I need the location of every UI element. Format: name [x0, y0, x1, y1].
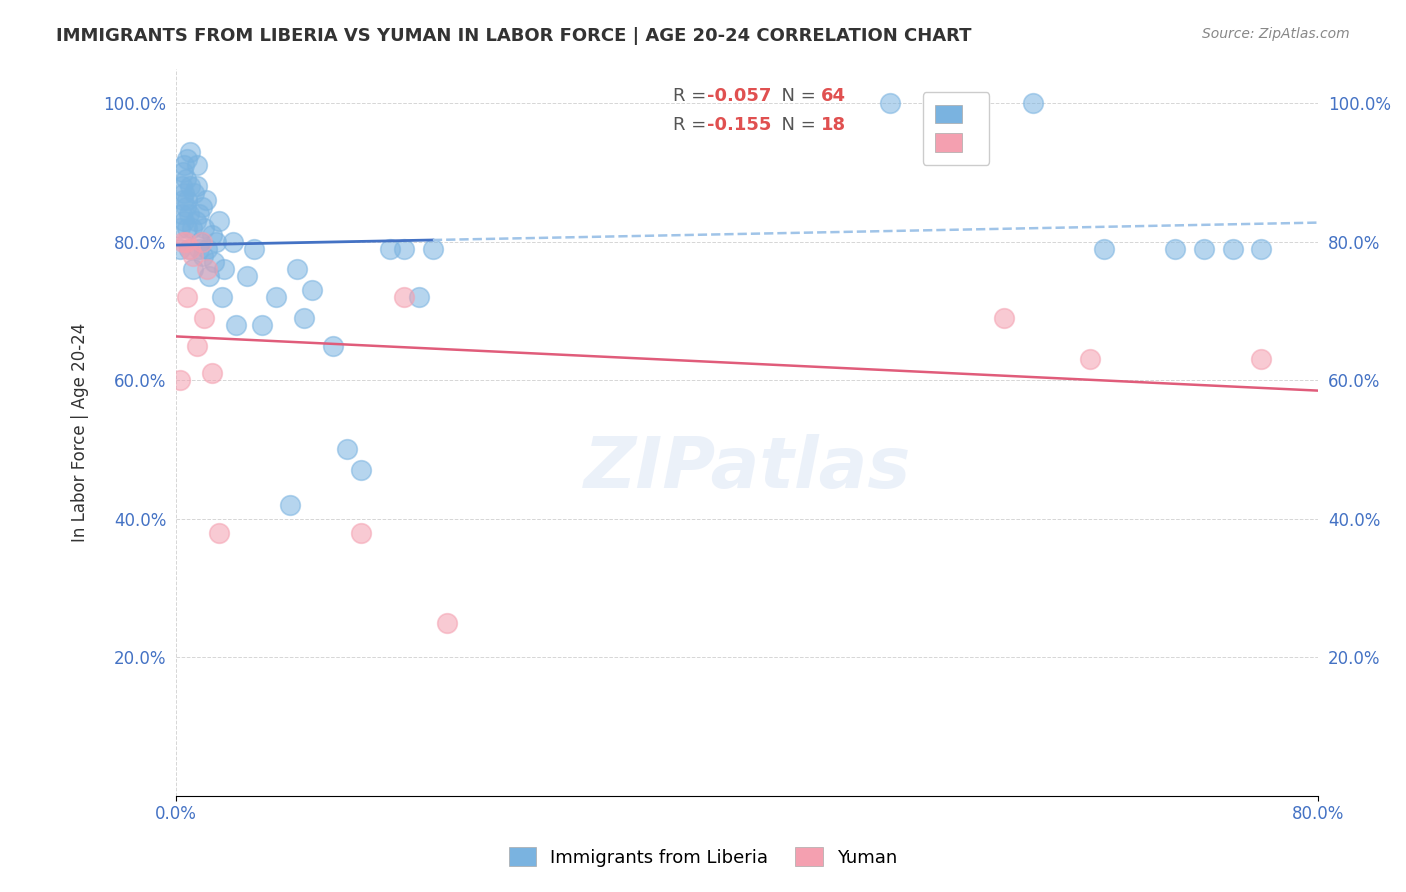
Point [1250, 242, 1272, 256]
Point [170, 179, 193, 194]
Point [422, 242, 444, 256]
Point [190, 200, 212, 214]
Point [193, 220, 215, 235]
Point [378, 242, 401, 256]
Point [1078, 352, 1101, 367]
Point [1021, 96, 1043, 111]
Point [336, 442, 359, 457]
Point [200, 366, 222, 380]
Point [301, 283, 323, 297]
Point [176, 152, 198, 166]
Point [236, 269, 259, 284]
Point [187, 242, 209, 256]
Point [250, 318, 273, 332]
Point [169, 242, 191, 256]
Point [278, 498, 301, 512]
Point [1192, 242, 1215, 256]
Point [179, 242, 201, 256]
Point [879, 96, 901, 111]
Point [180, 220, 202, 235]
Point [1092, 242, 1115, 256]
Point [186, 338, 208, 352]
Point [993, 310, 1015, 325]
Point [1164, 242, 1187, 256]
Text: 18: 18 [821, 116, 846, 135]
Point [179, 179, 201, 194]
Y-axis label: In Labor Force | Age 20-24: In Labor Force | Age 20-24 [72, 323, 89, 541]
Point [177, 207, 200, 221]
Point [169, 373, 191, 387]
Text: R =: R = [673, 116, 717, 135]
Point [205, 235, 228, 249]
Point [197, 269, 219, 284]
Point [436, 615, 458, 630]
Point [214, 262, 236, 277]
Point [394, 242, 416, 256]
Point [177, 242, 200, 256]
Point [172, 193, 194, 207]
Legend: , : , [922, 92, 990, 165]
Point [195, 262, 218, 277]
Text: R =: R = [673, 87, 711, 105]
Text: N =: N = [770, 116, 821, 135]
Point [208, 214, 231, 228]
Point [195, 242, 218, 256]
Text: -0.057: -0.057 [707, 87, 772, 105]
Point [202, 255, 225, 269]
Point [243, 242, 266, 256]
Point [208, 525, 231, 540]
Point [172, 235, 194, 249]
Point [172, 165, 194, 179]
Point [408, 290, 430, 304]
Point [264, 290, 287, 304]
Point [173, 214, 195, 228]
Point [186, 179, 208, 194]
Point [394, 290, 416, 304]
Point [187, 207, 209, 221]
Text: 64: 64 [821, 87, 846, 105]
Point [950, 103, 973, 117]
Point [181, 262, 204, 277]
Point [176, 220, 198, 235]
Legend: Immigrants from Liberia, Yuman: Immigrants from Liberia, Yuman [502, 840, 904, 874]
Point [322, 338, 344, 352]
Point [194, 193, 217, 207]
Text: N =: N = [770, 87, 821, 105]
Point [176, 290, 198, 304]
Point [222, 235, 245, 249]
Point [193, 310, 215, 325]
Point [190, 235, 212, 249]
Point [285, 262, 308, 277]
Point [181, 248, 204, 262]
Point [169, 220, 191, 235]
Point [183, 186, 205, 201]
Point [173, 186, 195, 201]
Point [211, 290, 233, 304]
Point [174, 172, 197, 186]
Text: IMMIGRANTS FROM LIBERIA VS YUMAN IN LABOR FORCE | AGE 20-24 CORRELATION CHART: IMMIGRANTS FROM LIBERIA VS YUMAN IN LABO… [56, 27, 972, 45]
Point [191, 248, 214, 262]
Point [174, 200, 197, 214]
Point [176, 193, 198, 207]
Point [173, 159, 195, 173]
Point [179, 145, 201, 159]
Point [350, 463, 373, 477]
Point [170, 207, 193, 221]
Point [225, 318, 247, 332]
Point [184, 214, 207, 228]
Text: Source: ZipAtlas.com: Source: ZipAtlas.com [1202, 27, 1350, 41]
Point [1222, 242, 1244, 256]
Text: -0.155: -0.155 [707, 116, 772, 135]
Text: ZIPatlas: ZIPatlas [583, 434, 911, 503]
Point [350, 525, 373, 540]
Point [186, 159, 208, 173]
Point [188, 235, 211, 249]
Point [1250, 352, 1272, 367]
Point [174, 235, 197, 249]
Point [200, 227, 222, 242]
Point [292, 310, 315, 325]
